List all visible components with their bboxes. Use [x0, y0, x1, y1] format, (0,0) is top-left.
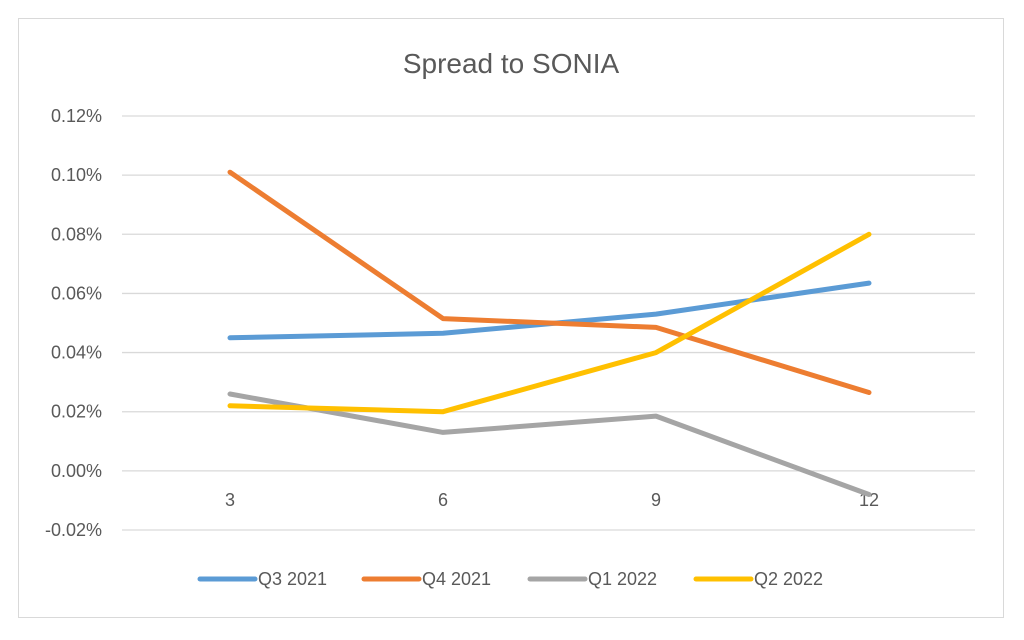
y-tick-label: 0.10% [51, 165, 102, 185]
y-tick-label: 0.12% [51, 106, 102, 126]
x-tick-label: 6 [438, 490, 448, 510]
x-tick-label: 9 [651, 490, 661, 510]
legend-label: Q4 2021 [422, 569, 491, 589]
series-line-q4-2021 [227, 169, 872, 395]
x-axis-labels: 3 6 9 12 [225, 490, 879, 510]
series-line-q3-2021 [227, 280, 872, 341]
legend-label: Q3 2021 [258, 569, 327, 589]
legend-label: Q1 2022 [588, 569, 657, 589]
series-line-q2-2022 [227, 231, 872, 415]
y-tick-label: 0.08% [51, 224, 102, 244]
y-tick-label: 0.04% [51, 343, 102, 363]
gridlines [122, 115, 975, 531]
legend-label: Q2 2022 [754, 569, 823, 589]
legend: Q3 2021 Q4 2021 Q1 2022 Q2 2022 [197, 569, 823, 589]
series-line-q1-2022 [227, 391, 872, 497]
y-tick-label: 0.06% [51, 283, 102, 303]
y-tick-label: 0.00% [51, 461, 102, 481]
x-tick-label: 3 [225, 490, 235, 510]
y-axis-labels: 0.12% 0.10% 0.08% 0.06% 0.04% 0.02% 0.00% -0.02… [45, 106, 102, 540]
series-lines [227, 169, 872, 497]
chart-title: Spread to SONIA [403, 48, 620, 79]
y-tick-label: 0.02% [51, 402, 102, 422]
y-tick-label: -0.02% [45, 520, 102, 540]
chart-frame [18, 18, 1004, 618]
